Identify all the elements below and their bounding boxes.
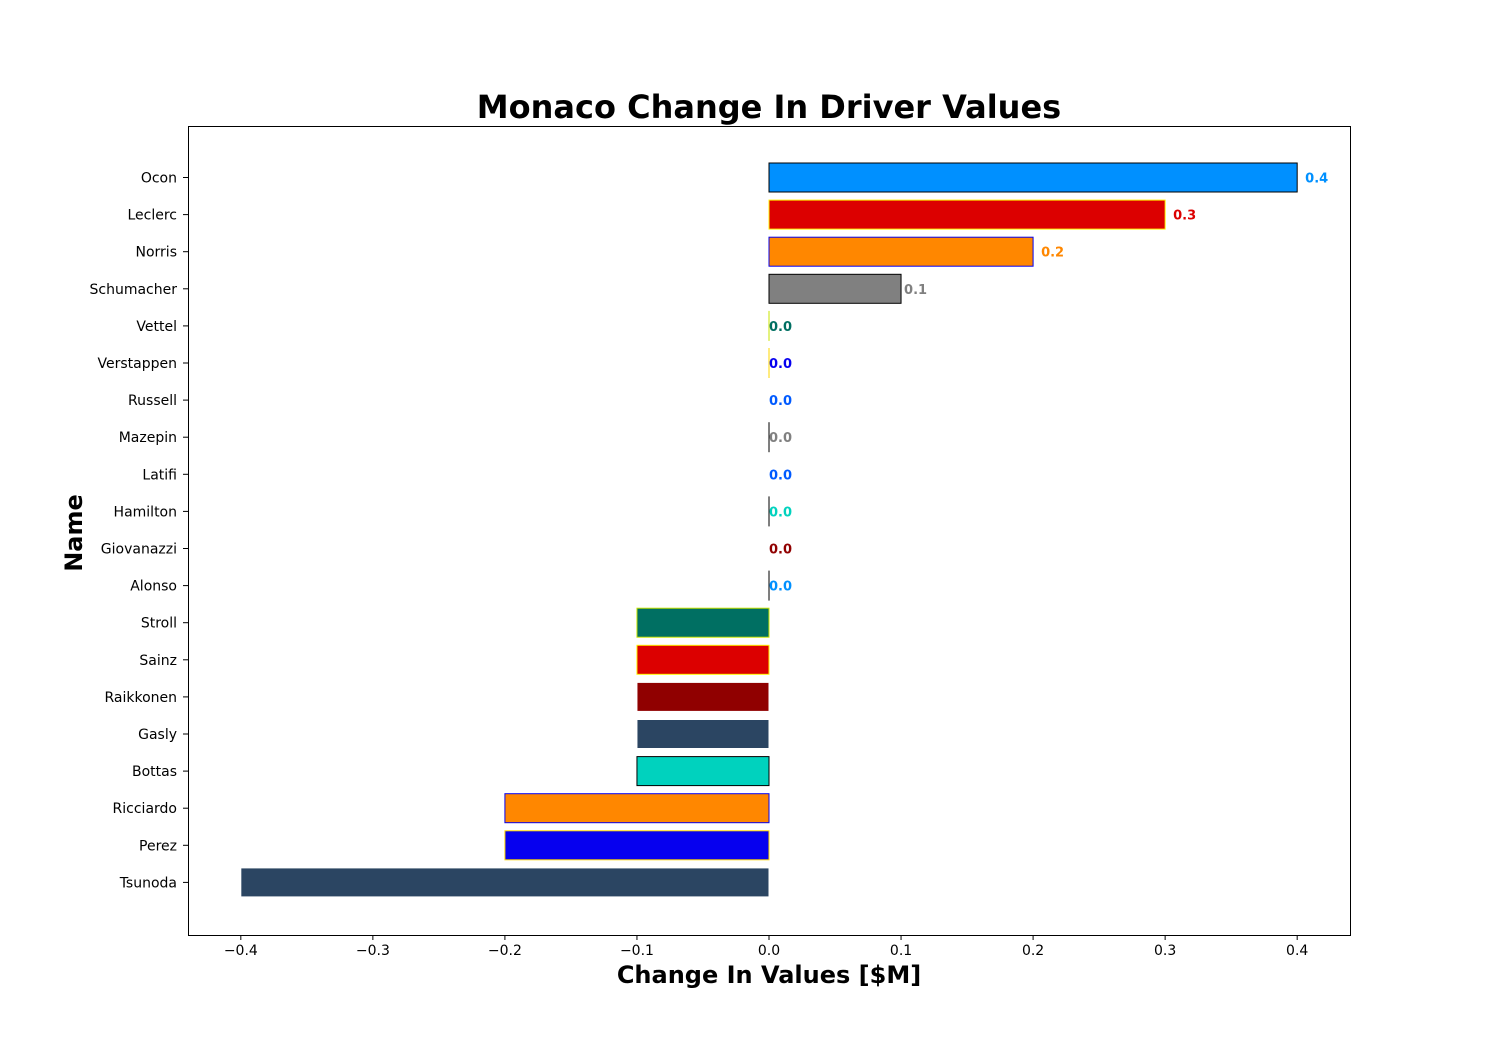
y-tick-label-bottas: Bottas <box>132 764 177 780</box>
y-tick-label-perez: Perez <box>139 838 177 854</box>
x-tick-label: −0.4 <box>224 943 258 959</box>
y-tick-label-tsunoda: Tsunoda <box>119 875 177 891</box>
data-label-russell: 0.0 <box>769 394 792 409</box>
bar-norris <box>768 236 1034 267</box>
x-tick-label: 0.4 <box>1286 943 1308 959</box>
x-axis-label: Change In Values [$M] <box>617 961 921 989</box>
y-tick-label-mazepin: Mazepin <box>119 430 177 446</box>
x-tick-label: 0.3 <box>1154 943 1176 959</box>
y-tick-label-latifi: Latifi <box>142 467 177 483</box>
data-label-schumacher: 0.1 <box>904 283 927 298</box>
bar-gasly <box>636 719 770 749</box>
bars-layer <box>240 162 1298 898</box>
data-labels-layer: 0.4 0.3 0.2 0.1 0.0 0.0 0.0 0.0 0.0 0.0 0.0 0.0 <box>769 172 1328 595</box>
bar-ocon <box>768 162 1298 193</box>
y-tick-label-norris: Norris <box>136 245 178 261</box>
data-label-mazepin: 0.0 <box>769 431 792 446</box>
data-label-leclerc: 0.3 <box>1173 209 1196 224</box>
data-label-verstappen: 0.0 <box>769 357 792 372</box>
y-tick-label-ocon: Ocon <box>141 171 177 187</box>
data-label-ocon: 0.4 <box>1305 172 1328 187</box>
y-tick-label-gasly: Gasly <box>138 727 177 743</box>
y-axis-label: Name <box>60 494 88 572</box>
x-tick-label: −0.1 <box>620 943 654 959</box>
y-axis: Ocon Leclerc Norris Schumacher Vettel Verstap… <box>90 171 188 891</box>
bar-perez <box>504 830 770 861</box>
y-tick-label-russell: Russell <box>128 393 177 409</box>
x-tick-label: −0.3 <box>356 943 390 959</box>
y-tick-label-hamilton: Hamilton <box>114 504 177 520</box>
bar-leclerc <box>768 199 1166 230</box>
x-tick-label: 0.2 <box>1022 943 1044 959</box>
data-label-latifi: 0.0 <box>769 468 792 483</box>
data-label-hamilton: 0.0 <box>769 505 792 520</box>
bar-tsunoda <box>240 867 770 898</box>
x-axis: −0.4 −0.3 −0.2 −0.1 0.0 0.1 0.2 0.3 0.4 <box>224 935 1308 959</box>
bar-raikkonen <box>636 681 770 712</box>
y-tick-label-vettel: Vettel <box>136 319 177 335</box>
data-label-norris: 0.2 <box>1041 246 1064 261</box>
y-tick-label-leclerc: Leclerc <box>127 208 177 224</box>
y-tick-label-ricciardo: Ricciardo <box>113 801 177 817</box>
y-tick-label-giovanazzi: Giovanazzi <box>101 542 177 558</box>
chart-title: Monaco Change In Driver Values <box>477 88 1061 126</box>
data-label-vettel: 0.0 <box>769 320 792 335</box>
y-tick-label-schumacher: Schumacher <box>90 282 178 298</box>
y-tick-label-stroll: Stroll <box>141 616 177 632</box>
data-label-giovanazzi: 0.0 <box>769 543 792 558</box>
x-tick-label: −0.2 <box>488 943 522 959</box>
y-tick-label-alonso: Alonso <box>130 579 177 595</box>
bar-ricciardo <box>504 793 770 824</box>
y-tick-label-sainz: Sainz <box>139 653 177 669</box>
data-label-alonso: 0.0 <box>769 580 792 595</box>
bar-schumacher <box>768 273 902 304</box>
bar-sainz <box>636 644 770 675</box>
x-tick-label: 0.0 <box>758 943 780 959</box>
x-tick-label: 0.1 <box>890 943 912 959</box>
bar-bottas <box>636 756 770 787</box>
y-tick-label-verstappen: Verstappen <box>98 356 177 372</box>
bar-stroll <box>636 607 770 638</box>
y-tick-label-raikkonen: Raikkonen <box>104 690 177 706</box>
